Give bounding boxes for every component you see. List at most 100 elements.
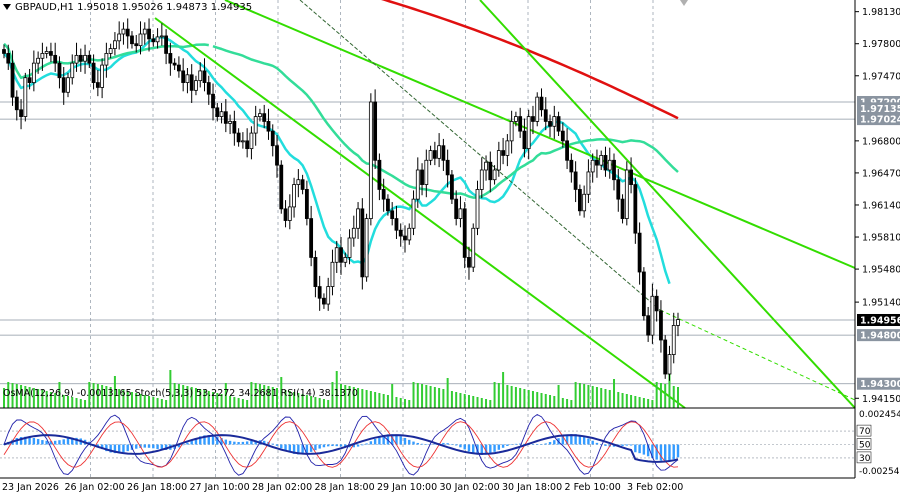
volume-bar (480, 398, 483, 408)
volume-bar (37, 389, 40, 408)
candle-body (522, 130, 527, 150)
osma-bar (216, 436, 219, 445)
osma-bar (19, 437, 23, 445)
osma-bar (122, 444, 125, 453)
candle-body (185, 74, 190, 83)
candle-body (347, 237, 352, 258)
osma-bar (604, 444, 607, 446)
volume-bar (557, 385, 560, 408)
candle-body (36, 57, 41, 64)
osma-bar (395, 434, 398, 445)
volume-bar (463, 394, 466, 408)
volume-bar (438, 388, 441, 408)
candle-body (403, 235, 407, 241)
osma-bar (454, 444, 458, 446)
volume-bar (241, 399, 244, 408)
candle-body (309, 218, 314, 258)
candle-body (509, 121, 514, 142)
price-tick-label: 1.96140 (862, 200, 900, 211)
candle-body (287, 206, 292, 221)
volume-bar (92, 383, 95, 408)
osma-bar (152, 444, 155, 449)
volume-bar (369, 391, 372, 408)
osma-bar (523, 443, 526, 445)
indicator-level-box (856, 424, 872, 437)
indicator-level-box (856, 451, 872, 464)
volume-bar (322, 399, 325, 408)
volume-bar (267, 386, 270, 408)
candle-body (373, 101, 378, 161)
volume-bar (310, 396, 313, 408)
osma-bar (399, 436, 402, 445)
volume-bar (139, 394, 142, 408)
volume-bar (7, 382, 10, 408)
candle-body (142, 28, 147, 35)
candle-body (339, 247, 343, 263)
candle-body (211, 93, 215, 109)
osma-bar (642, 444, 646, 455)
osma-bar (531, 444, 535, 445)
volume-bar (570, 400, 573, 408)
osma-bar (344, 444, 347, 448)
volume-bar (357, 388, 360, 408)
volume-bar (519, 388, 522, 408)
osma-bar (254, 440, 257, 445)
osma-bar (390, 434, 394, 445)
candle-body (531, 116, 535, 122)
osma-bar (480, 444, 483, 455)
candle-body (364, 218, 369, 278)
candle-body (667, 354, 672, 375)
osma-bar (24, 436, 27, 445)
candle-body (368, 101, 373, 219)
volume-bar (258, 384, 261, 408)
volume-bars (3, 370, 679, 408)
volume-bar (549, 395, 552, 408)
osma-bar (297, 444, 300, 455)
osma-bar (582, 436, 586, 445)
stoch-signal-line (3, 421, 679, 468)
volume-bar (386, 395, 389, 408)
candle-body (437, 145, 442, 159)
osma-bar (574, 434, 577, 445)
candle-body (394, 218, 399, 231)
volume-bar (152, 397, 155, 408)
candle-body (198, 70, 203, 82)
osma-bar (250, 440, 253, 445)
price-label-box (857, 113, 900, 126)
volume-bar (587, 385, 590, 408)
candle-body (462, 208, 467, 258)
dropdown-triangle-icon[interactable] (3, 4, 11, 10)
candle-body (253, 116, 258, 134)
volume-bar (156, 398, 159, 408)
osma-bar (352, 444, 355, 448)
osma-bar (408, 439, 411, 445)
osma-bar (66, 438, 70, 445)
osma-bar (412, 441, 415, 445)
volume-bar (224, 383, 227, 408)
indicator-axis-label: 30 (859, 454, 871, 464)
osma-bar (220, 438, 223, 445)
candle-body (113, 40, 117, 49)
candle-body (518, 116, 523, 132)
volume-bar (58, 382, 61, 408)
volume-bar (527, 390, 530, 408)
candle-body (74, 54, 79, 64)
osma-bar (668, 444, 671, 461)
candle-body (232, 121, 237, 134)
osma-bar (595, 442, 599, 445)
candle-body (159, 35, 164, 38)
volume-bar (335, 371, 338, 408)
indicator-header: OsMA(12,26,9) -0.0013165 Stoch(5,3,3) 53… (3, 388, 358, 399)
volume-bar (246, 400, 249, 408)
osma-bar (433, 443, 437, 445)
candle-body (573, 171, 578, 190)
volume-bar (459, 393, 462, 408)
candle-body (552, 116, 557, 127)
candle-body (492, 169, 497, 181)
osma-bar (361, 444, 364, 446)
volume-bar (642, 398, 645, 408)
candle-body (475, 189, 480, 229)
